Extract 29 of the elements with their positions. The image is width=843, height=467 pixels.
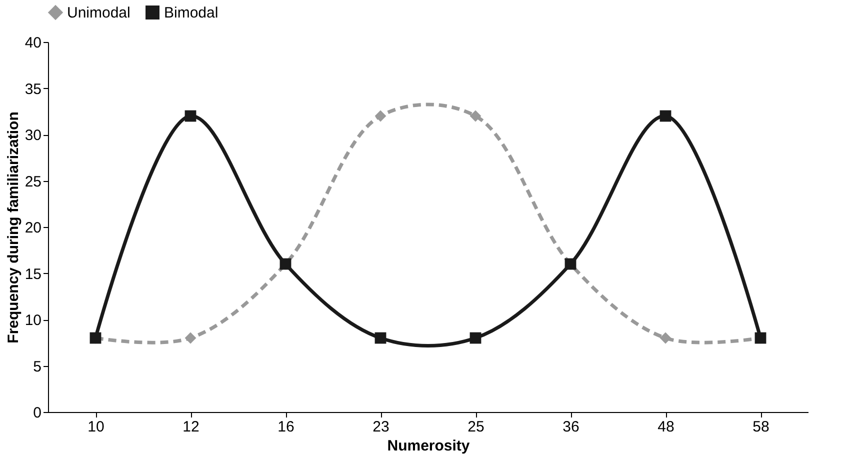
y-tick-label: 15 bbox=[24, 266, 42, 283]
legend-label: Unimodal bbox=[67, 4, 130, 22]
point bbox=[184, 110, 196, 122]
y-axis-title: Frequency during familiarization bbox=[4, 112, 22, 344]
x-tick-label: 48 bbox=[658, 418, 674, 436]
x-tick-label: 12 bbox=[182, 418, 200, 436]
y-tick-label: 30 bbox=[24, 127, 42, 144]
legend-label: Bimodal bbox=[164, 4, 218, 22]
point bbox=[374, 110, 386, 122]
x-tick-label: 58 bbox=[752, 418, 770, 436]
x-axis-title: Numerosity bbox=[387, 438, 470, 454]
y-tick-label: 0 bbox=[33, 404, 42, 422]
point bbox=[660, 110, 672, 122]
point bbox=[470, 332, 482, 344]
point bbox=[374, 332, 386, 344]
y-tick-label: 25 bbox=[24, 173, 42, 190]
point bbox=[470, 110, 482, 122]
x-tick-label: 10 bbox=[88, 418, 104, 436]
point bbox=[184, 332, 196, 344]
x-tick-label: 25 bbox=[468, 418, 484, 436]
y-tick-label: 40 bbox=[24, 34, 42, 52]
y-tick-label: 10 bbox=[24, 312, 42, 329]
y-tick-label: 5 bbox=[33, 358, 42, 376]
x-tick-label: 23 bbox=[372, 418, 390, 436]
y-tick-label: 35 bbox=[24, 80, 42, 98]
y-tick-label: 20 bbox=[24, 220, 42, 236]
x-tick-label: 16 bbox=[278, 418, 294, 436]
x-tick-label: 36 bbox=[562, 418, 580, 436]
point bbox=[660, 332, 672, 344]
